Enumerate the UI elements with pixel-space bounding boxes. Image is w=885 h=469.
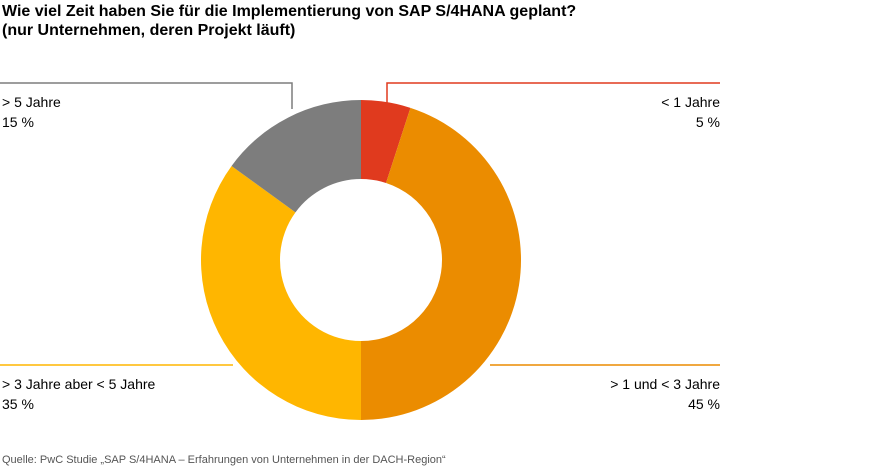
leader-line-lt1 [386,82,720,109]
slice-1to3 [361,107,521,420]
label-1to3-value: 45 % [688,396,720,412]
label-gt5-value: 15 % [2,114,34,130]
label-gt5: > 5 Jahre 15 % [2,92,61,132]
label-3to5-value: 35 % [2,396,34,412]
source-note: Quelle: PwC Studie „SAP S/4HANA – Erfahr… [2,454,446,466]
slice-gt5 [231,100,361,213]
label-3to5-name: > 3 Jahre aber < 5 Jahre [2,376,156,392]
label-1to3-name: > 1 und < 3 Jahre [610,376,720,392]
label-lt1-value: 5 % [695,114,720,130]
slice-lt1 [361,100,411,183]
chart-title-line1: Wie viel Zeit haben Sie für die Implemen… [2,3,577,20]
label-lt1: < 1 Jahre 5 % [661,92,720,132]
chart-title: Wie viel Zeit haben Sie für die Implemen… [2,2,576,40]
chart-title-line2: (nur Unternehmen, deren Projekt läuft) [2,22,296,39]
slice-3to5 [200,165,361,420]
donut-slices [200,100,521,420]
label-gt5-name: > 5 Jahre [2,94,61,110]
leader-line-gt5 [0,82,293,109]
label-lt1-name: < 1 Jahre [661,94,720,110]
label-1to3: > 1 und < 3 Jahre 45 % [610,374,720,414]
label-3to5: > 3 Jahre aber < 5 Jahre 35 % [2,374,155,414]
